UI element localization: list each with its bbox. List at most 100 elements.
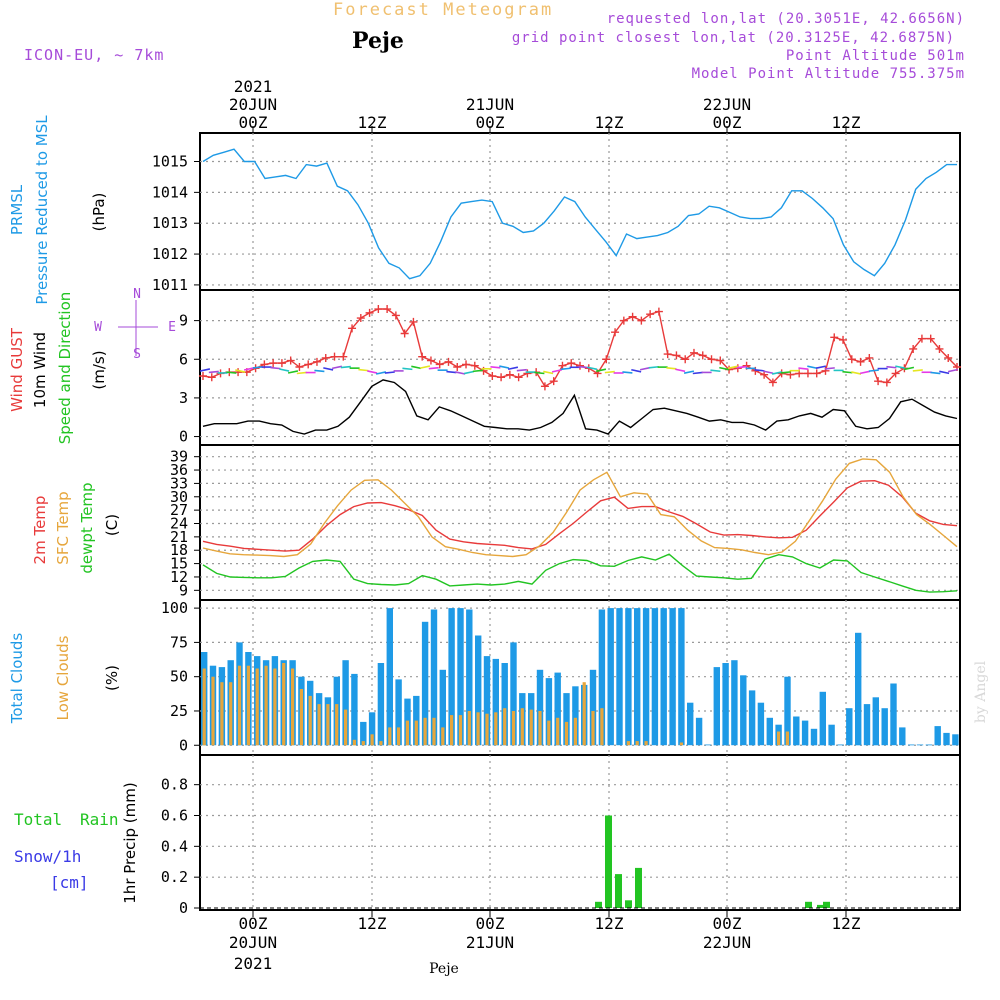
wind-arrow [419, 365, 431, 369]
wind-arrow [807, 365, 818, 370]
wind-arrow [279, 368, 290, 372]
gust-marker [462, 360, 471, 369]
y-tick-label: 15 [170, 555, 188, 573]
wind-arrow [798, 367, 809, 370]
wind-arrow [851, 371, 862, 375]
bottom-time-label: 12Z [358, 914, 387, 933]
series-label: Total Clouds [8, 633, 26, 725]
series-label: SFC Temp [54, 491, 72, 564]
wind-arrow [895, 365, 906, 369]
wind-arrow [323, 367, 334, 371]
gust-marker [444, 357, 453, 366]
gust-marker [917, 334, 926, 343]
low-cloud-bar [432, 717, 436, 746]
gust-marker [619, 316, 628, 325]
series-label: Snow/1h [14, 847, 81, 866]
total-cloud-bar [855, 632, 862, 746]
gust-marker [882, 378, 891, 387]
top-date-label: 20JUN [229, 95, 277, 114]
y-tick-label: 18 [170, 541, 188, 559]
total-cloud-bar [784, 676, 791, 746]
y-tick-label: 27 [170, 501, 188, 519]
total-cloud-bar [766, 717, 773, 746]
low-cloud-bar [352, 739, 356, 746]
temp-line-2m-temp [202, 479, 958, 552]
gust-marker [839, 335, 848, 344]
wind-arrow [499, 365, 510, 369]
wind-arrow [375, 371, 387, 375]
low-cloud-bar [626, 741, 630, 746]
wind-arrow [754, 369, 765, 372]
y-tick-label: 75 [170, 633, 188, 651]
gust-marker [716, 356, 725, 365]
gust-marker [654, 307, 663, 316]
gust-marker [681, 355, 690, 364]
y-tick-label: 1011 [152, 276, 188, 294]
y-tick-label: 1014 [152, 183, 188, 201]
gust-marker [611, 328, 620, 337]
low-cloud-bar [591, 711, 595, 746]
low-cloud-bar [600, 708, 604, 746]
total-cloud-bar [342, 660, 349, 746]
total-cloud-bar [837, 744, 844, 746]
series-label: 2m Temp [31, 496, 49, 565]
bottom-time-label: 12Z [595, 914, 624, 933]
total-cloud-bar [925, 744, 933, 746]
gust-marker [567, 359, 576, 368]
gust-marker [707, 355, 716, 364]
top-date-label: 22JUN [703, 95, 751, 114]
y-axis-label: (C) [103, 514, 121, 536]
wind-arrow [587, 366, 598, 371]
wind-arrow [472, 369, 483, 373]
total-cloud-bar [466, 609, 473, 746]
wind-arrow [710, 369, 721, 373]
wind-speed-line [202, 379, 958, 435]
gust-marker [663, 350, 672, 359]
wind-arrow [402, 367, 413, 371]
y-tick-label: 21 [170, 528, 188, 546]
compass-e: E [168, 320, 176, 335]
panels: 1011 1012 1013 1014 1015 PRMSL Pressure Reduce… [8, 115, 961, 917]
gust-marker [514, 373, 523, 382]
wind-arrow [648, 365, 659, 369]
low-cloud-bar [441, 727, 445, 746]
total-cloud-bar [536, 669, 544, 746]
low-cloud-bar [520, 708, 524, 746]
low-cloud-bar [458, 715, 463, 746]
gust-marker [383, 305, 392, 314]
wind-arrow [842, 370, 853, 374]
gust-marker [672, 351, 681, 360]
total-cloud-bar [563, 693, 570, 746]
total-cloud-bar [501, 663, 508, 746]
y-axis-label: 1hr Precip (mm) [121, 782, 139, 903]
y-tick-label: 39 [170, 448, 188, 466]
total-cloud-bar [695, 717, 703, 746]
low-cloud-bar [529, 709, 533, 746]
gust-marker [891, 369, 900, 378]
precip-bar [615, 874, 622, 908]
low-cloud-bar [467, 711, 471, 746]
total-cloud-bar [810, 728, 818, 746]
top-time-axis: 00Z 12Z 00Z 12Z 00Z 12Z 20JUN 21JUN 22JUN [229, 95, 861, 133]
total-cloud-bar [572, 686, 579, 746]
pressure-line [202, 148, 957, 280]
total-cloud-bar [740, 675, 747, 746]
gust-marker [576, 361, 584, 370]
series-label: [cm] [50, 873, 89, 892]
low-cloud-bar [388, 727, 392, 746]
total-cloud-bar [881, 708, 888, 746]
low-cloud-bar [344, 709, 348, 746]
gust-marker [321, 353, 330, 362]
wind-arrow [358, 368, 369, 372]
gust-marker [646, 310, 655, 319]
total-cloud-bar [475, 635, 482, 746]
total-cloud-bar [598, 609, 606, 746]
wind-arrow [719, 366, 730, 371]
product-title: Forecast Meteogram [333, 0, 553, 20]
wind-arrow [235, 369, 246, 373]
pressure-axis-labels: PRMSL Pressure Reduced to MSL (hPa) [8, 115, 108, 305]
precip-bar [595, 901, 602, 908]
gust-marker [602, 355, 611, 364]
wind-arrow [666, 366, 677, 370]
total-cloud-bar [430, 609, 438, 746]
